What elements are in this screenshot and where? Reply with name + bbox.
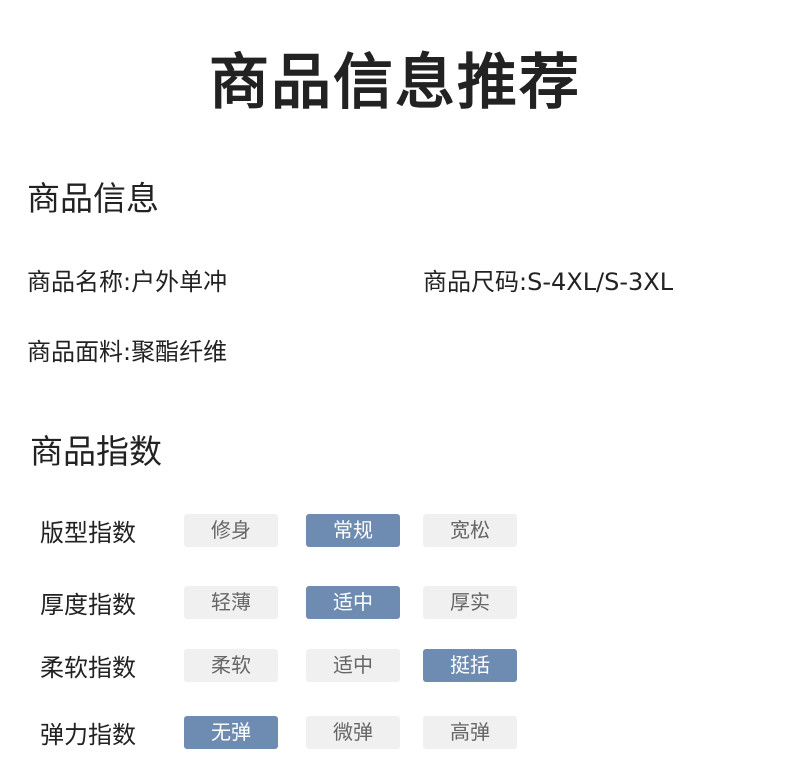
index-label: 柔软指数 — [40, 654, 136, 682]
index-option[interactable]: 宽松 — [423, 514, 517, 547]
index-option[interactable]: 适中 — [306, 586, 400, 619]
index-option[interactable]: 微弹 — [306, 716, 400, 749]
index-label: 厚度指数 — [40, 591, 136, 619]
index-option[interactable]: 柔软 — [184, 649, 278, 682]
index-label: 版型指数 — [40, 519, 136, 547]
info-heading: 商品信息 — [27, 179, 159, 218]
index-option[interactable]: 无弹 — [184, 716, 278, 749]
index-option[interactable]: 轻薄 — [184, 586, 278, 619]
index-label: 弹力指数 — [40, 721, 136, 749]
index-option[interactable]: 挺括 — [423, 649, 517, 682]
page-title: 商品信息推荐 — [209, 48, 581, 118]
product-fabric: 商品面料:聚酯纤维 — [27, 338, 228, 366]
index-option[interactable]: 适中 — [306, 649, 400, 682]
index-heading: 商品指数 — [30, 432, 162, 471]
index-option[interactable]: 高弹 — [423, 716, 517, 749]
index-option[interactable]: 常规 — [306, 514, 400, 547]
product-name: 商品名称:户外单冲 — [27, 268, 228, 296]
product-size: 商品尺码:S-4XL/S-3XL — [423, 268, 674, 296]
index-option[interactable]: 修身 — [184, 514, 278, 547]
index-option[interactable]: 厚实 — [423, 586, 517, 619]
